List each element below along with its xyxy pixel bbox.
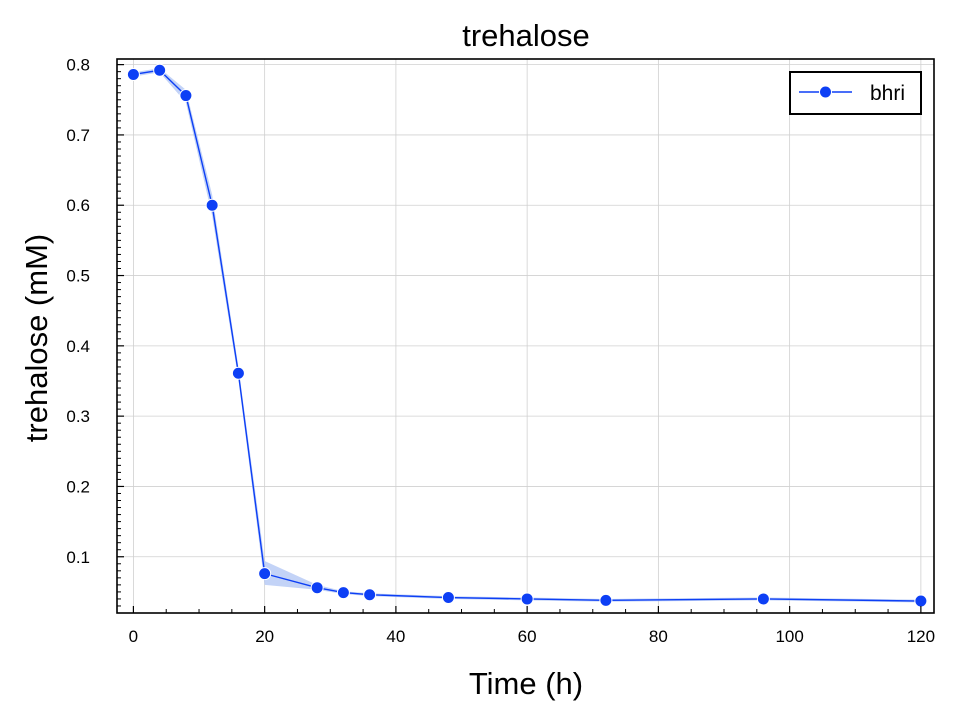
x-axis-label: Time (h): [469, 666, 583, 701]
y-tick-label: 0.6: [66, 196, 90, 215]
data-point: [258, 567, 272, 581]
x-tick-label: 0: [129, 627, 138, 646]
x-tick-label: 20: [255, 627, 274, 646]
data-point: [520, 592, 534, 606]
plot-frame: [116, 58, 935, 614]
y-tick-label: 0.2: [66, 477, 90, 496]
data-point: [153, 63, 167, 77]
data-point: [914, 594, 928, 608]
legend-box: [789, 71, 922, 115]
series-line-layer: [133, 69, 921, 602]
y-tick-label: 0.8: [66, 56, 90, 75]
x-tick-labels: 0 20 40 60 80 100 120: [129, 627, 935, 646]
data-point: [310, 581, 324, 595]
x-tick-label: 40: [386, 627, 405, 646]
data-point: [756, 592, 770, 606]
data-point: [336, 586, 350, 600]
axis-ticks: [117, 64, 922, 613]
x-tick-label: 80: [649, 627, 668, 646]
legend-label-bhri: bhri: [870, 82, 905, 105]
y-tick-label: 0.7: [66, 126, 90, 145]
data-point: [441, 591, 455, 605]
data-point: [179, 89, 193, 103]
y-axis-label: trehalose (mM): [19, 234, 54, 442]
data-point: [205, 198, 219, 212]
y-tick-label: 0.4: [66, 337, 90, 356]
chart-title: trehalose: [462, 18, 590, 53]
data-point: [363, 588, 377, 602]
y-tick-labels: 0.1 0.2 0.3 0.4 0.5 0.6 0.7 0.8: [66, 56, 90, 567]
data-point: [126, 67, 140, 81]
x-tick-label: 100: [775, 627, 803, 646]
legend-series-marker: [819, 85, 832, 99]
y-tick-label: 0.5: [66, 267, 90, 286]
y-tick-label: 0.3: [66, 407, 90, 426]
data-point: [231, 366, 245, 380]
legend: bhri: [789, 71, 922, 115]
x-tick-label: 120: [907, 627, 935, 646]
data-point: [599, 593, 613, 607]
x-tick-label: 60: [518, 627, 537, 646]
y-tick-label: 0.1: [66, 548, 90, 567]
series-points-layer: [126, 63, 928, 608]
series-line: [133, 69, 921, 602]
